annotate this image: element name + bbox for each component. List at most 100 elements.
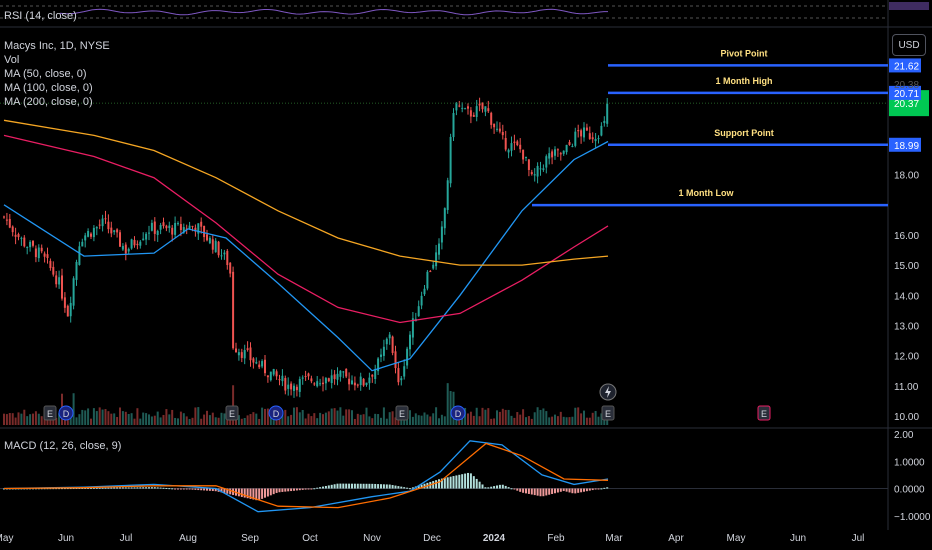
price-axis-level-badge	[889, 58, 921, 73]
macd-histogram-bar	[179, 488, 182, 490]
macd-histogram-bar	[585, 488, 588, 492]
macd-histogram-bar	[81, 487, 84, 489]
ma100-legend-label[interactable]: MA (100, close, 0)	[4, 82, 93, 94]
dividend-marker[interactable]	[268, 405, 284, 421]
candle-body	[548, 153, 551, 159]
earnings-marker[interactable]	[395, 405, 409, 421]
macd-histogram-bar	[333, 484, 336, 489]
earnings-marker-label: E	[47, 409, 53, 419]
macd-histogram-bar	[411, 487, 414, 489]
candle-body	[298, 379, 301, 392]
earnings-marker[interactable]	[225, 405, 239, 421]
macd-histogram-bar	[168, 488, 171, 490]
volume-bar	[179, 411, 182, 425]
candle-body	[536, 165, 539, 177]
earnings-marker[interactable]	[43, 405, 57, 421]
macd-signal-line	[3, 442, 609, 509]
rsi-axis-badge	[889, 2, 929, 10]
symbol-legend-label[interactable]: Macys Inc, 1D, NYSE	[4, 40, 110, 52]
macd-histogram-bar	[548, 488, 551, 495]
dividend-marker[interactable]	[450, 405, 466, 421]
volume-bar	[142, 412, 145, 425]
macd-histogram-bar	[443, 477, 446, 489]
macd-histogram-bar	[142, 487, 145, 489]
volume-bar	[290, 414, 293, 425]
rsi-legend: RSI (14, close)	[4, 9, 77, 23]
candle-body	[327, 378, 330, 382]
volume-bar	[107, 411, 110, 425]
currency-button[interactable]: USD	[892, 34, 926, 56]
macd-histogram-bar	[519, 488, 522, 492]
time-axis-label: 2024	[483, 533, 506, 544]
volume-bar	[174, 417, 177, 425]
candle-body	[307, 373, 310, 377]
main-legend: Macys Inc, 1D, NYSE Vol MA (50, close, 0…	[4, 39, 110, 109]
volume-bar	[365, 407, 368, 425]
macd-histogram-bar	[110, 487, 113, 489]
candle-body	[324, 378, 327, 384]
volume-bar	[145, 413, 148, 425]
volume-bar	[353, 418, 356, 425]
volume-bar	[498, 411, 501, 425]
macd-legend-label[interactable]: MACD (12, 26, close, 9)	[4, 440, 122, 452]
volume-bar	[8, 413, 11, 425]
candle-body	[153, 221, 156, 234]
macd-histogram-bar	[255, 488, 258, 501]
candle-body	[20, 237, 23, 239]
candle-body	[156, 230, 159, 235]
candle-body	[501, 131, 504, 136]
candle-body	[75, 261, 78, 280]
price-axis-label: 15.00	[894, 261, 919, 272]
candle-body	[606, 103, 609, 124]
macd-histogram-bar	[206, 488, 208, 491]
candle-body	[507, 149, 510, 153]
volume-bar	[345, 409, 348, 425]
candle-body	[385, 338, 388, 345]
candle-body	[127, 248, 130, 252]
candle-body	[493, 123, 496, 128]
earnings-marker[interactable]	[757, 405, 771, 421]
candle-body	[539, 168, 542, 170]
dividend-marker[interactable]	[58, 405, 74, 421]
candle-body	[496, 128, 498, 130]
candle-body	[504, 137, 507, 150]
macd-histogram-bar	[69, 488, 72, 490]
macd-histogram-bar	[156, 487, 159, 489]
macd-histogram-bar	[55, 488, 58, 490]
volume-bar	[417, 415, 420, 425]
macd-histogram-bar	[458, 474, 461, 489]
candle-body	[104, 218, 107, 220]
volume-legend-label[interactable]: Vol	[4, 54, 20, 66]
macd-histogram-bar	[295, 488, 298, 491]
macd-histogram-bar	[377, 484, 380, 489]
earnings-marker[interactable]	[601, 405, 615, 421]
macd-histogram-bar	[449, 476, 452, 489]
volume-bar	[84, 410, 87, 425]
volume-bar	[519, 414, 522, 425]
macd-histogram-bar	[568, 488, 571, 493]
volume-bar	[504, 409, 507, 425]
candle-body	[522, 149, 525, 160]
ma50-legend-label[interactable]: MA (50, close, 0)	[4, 68, 87, 80]
time-axis-label: Aug	[179, 533, 197, 544]
candle-body	[403, 366, 406, 377]
candle-body	[281, 375, 284, 382]
candle-body	[226, 250, 229, 266]
volume-bar	[165, 409, 168, 425]
volume-bar	[449, 391, 452, 425]
macd-histogram-bar	[382, 484, 385, 489]
ma200-legend-label[interactable]: MA (200, close, 0)	[4, 96, 93, 108]
volume-bar	[98, 407, 101, 425]
candle-body	[266, 375, 269, 378]
volume-bar	[58, 413, 61, 425]
macd-histogram-bar	[145, 487, 148, 489]
candle-body	[235, 348, 237, 353]
candle-body	[63, 297, 66, 308]
volume-bar	[14, 417, 17, 425]
candle-body	[130, 239, 133, 249]
candle-body	[3, 216, 5, 218]
macd-histogram-bar	[165, 487, 168, 489]
volume-bar	[237, 415, 240, 425]
macd-histogram-bar	[464, 473, 467, 489]
